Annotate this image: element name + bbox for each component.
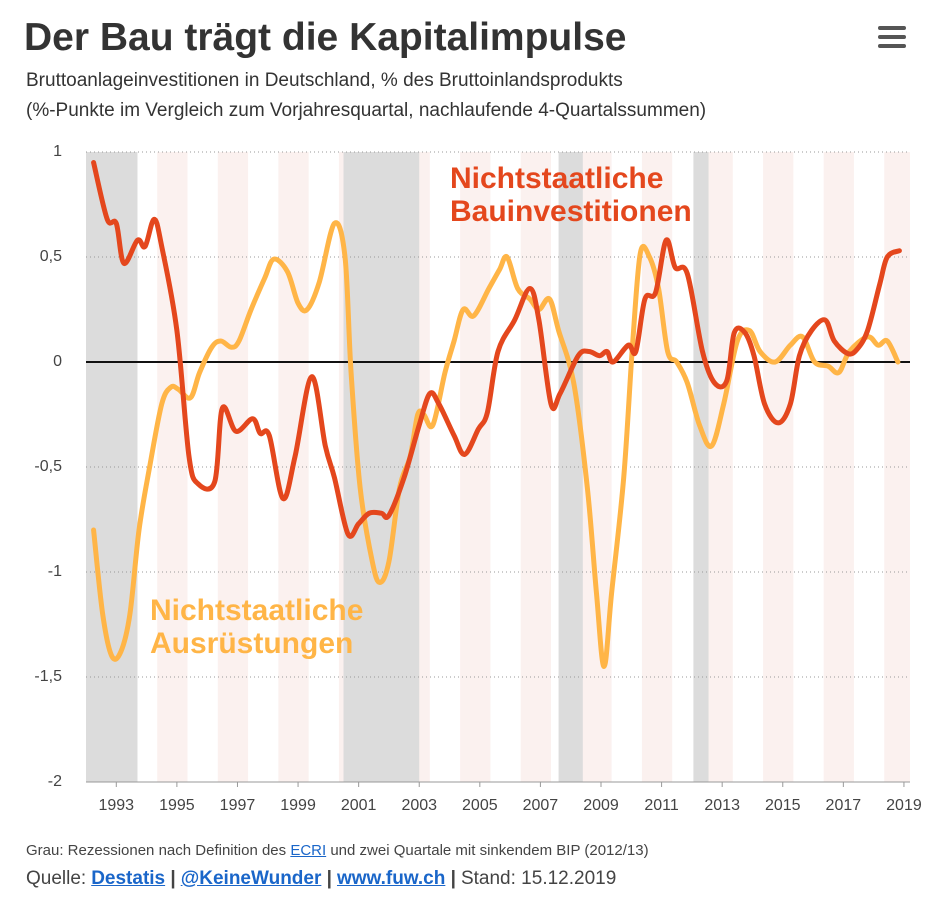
y-tick-label: -2 bbox=[48, 773, 62, 790]
y-tick-label: -1,5 bbox=[34, 668, 62, 685]
link[interactable]: Destatis bbox=[91, 868, 166, 889]
recession-band bbox=[693, 152, 709, 782]
background-band bbox=[460, 152, 491, 782]
x-tick-label: 1999 bbox=[280, 797, 316, 814]
x-tick-label: 1997 bbox=[220, 797, 256, 814]
x-tick-label: 2017 bbox=[826, 797, 862, 814]
x-tick-label: 2009 bbox=[583, 797, 619, 814]
series-line bbox=[91, 160, 902, 539]
recession-band bbox=[86, 152, 138, 782]
separator: | bbox=[450, 868, 456, 889]
x-tick-label: 2005 bbox=[462, 797, 498, 814]
series-label: Nichtstaatliche Ausrüstungen bbox=[150, 594, 364, 660]
x-tick-label: 2013 bbox=[704, 797, 740, 814]
footnote: Grau: Rezessionen nach Definition des EC… bbox=[26, 842, 649, 859]
link[interactable]: @KeineWunder bbox=[180, 868, 322, 889]
footnote-text: und zwei Quartale mit sinkendem BIP (201… bbox=[330, 842, 649, 859]
title: Der Bau trägt die Kapitalimpulse bbox=[24, 16, 627, 59]
series-line bbox=[91, 220, 901, 669]
link[interactable]: ECRI bbox=[290, 842, 327, 859]
y-tick-label: 1 bbox=[53, 143, 62, 160]
source-text: Quelle: bbox=[26, 868, 87, 889]
subtitle: (%-Punkte im Vergleich zum Vorjahresquar… bbox=[26, 100, 707, 121]
subtitle: Bruttoanlageinvestitionen in Deutschland… bbox=[26, 70, 623, 91]
footnote-text: Grau: Rezessionen nach Definition des bbox=[26, 842, 287, 859]
x-tick-label: 2007 bbox=[523, 797, 559, 814]
x-tick-label: 1993 bbox=[98, 797, 134, 814]
y-tick-label: 0,5 bbox=[40, 248, 62, 265]
y-tick-label: -1 bbox=[48, 563, 62, 580]
x-tick-label: 1995 bbox=[159, 797, 195, 814]
x-tick-label: 2015 bbox=[765, 797, 801, 814]
separator: | bbox=[326, 868, 332, 889]
series-label: Nichtstaatliche Bauinvestitionen bbox=[450, 162, 692, 228]
menu-button[interactable] bbox=[878, 26, 906, 48]
source: Quelle: Destatis | @KeineWunder | www.fuw.c… bbox=[26, 868, 621, 890]
link[interactable]: www.fuw.ch bbox=[336, 868, 446, 889]
x-tick-label: 2001 bbox=[341, 797, 377, 814]
source-text: Stand: 15.12.2019 bbox=[460, 868, 617, 889]
x-tick-label: 2011 bbox=[644, 797, 679, 814]
x-tick-label: 2003 bbox=[401, 797, 437, 814]
background-band bbox=[520, 152, 552, 782]
separator: | bbox=[170, 868, 176, 889]
chart: 1 0,5 0 -0,5 -1 -1,5 -2 1993 1995 1997 1999 2001 200… bbox=[34, 143, 922, 814]
y-tick-label: -0,5 bbox=[34, 458, 62, 475]
x-tick-label: 2019 bbox=[886, 797, 922, 814]
y-tick-label: 0 bbox=[53, 353, 62, 370]
